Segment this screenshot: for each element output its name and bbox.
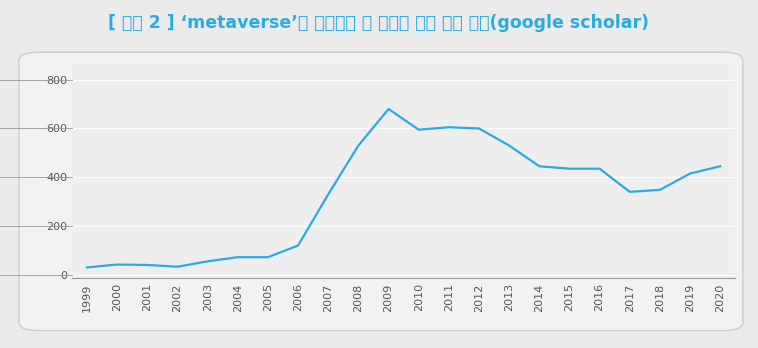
Text: [ 그림 2 ] ‘metaverse’를 키워드로 한 연도별 논문 추이 분석(google scholar): [ 그림 2 ] ‘metaverse’를 키워드로 한 연도별 논문 추이 분… xyxy=(108,14,650,32)
FancyBboxPatch shape xyxy=(19,52,743,331)
